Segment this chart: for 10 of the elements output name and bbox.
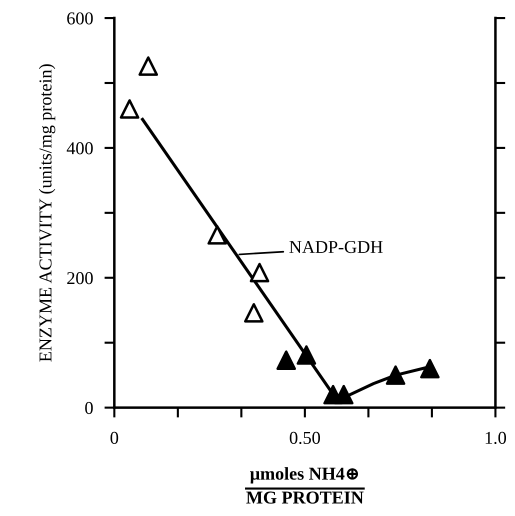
- x-tick-label: 0: [110, 432, 118, 444]
- y-tick-label: 600: [67, 12, 93, 24]
- y-tick-label: 400: [66, 142, 93, 154]
- x-tick-label: 0.50: [290, 432, 320, 444]
- y-tick-label: 200: [67, 272, 93, 284]
- y-axis-title: ENZYME ACTIVITY (units/mg protein): [38, 64, 56, 362]
- annotation: NADP-GDH: [289, 240, 383, 254]
- x-tick-label: 1.0: [486, 432, 506, 444]
- y-tick-label: 0: [85, 402, 93, 414]
- x-axis-title: μmoles NH4⊕ MG PROTEIN: [246, 467, 364, 504]
